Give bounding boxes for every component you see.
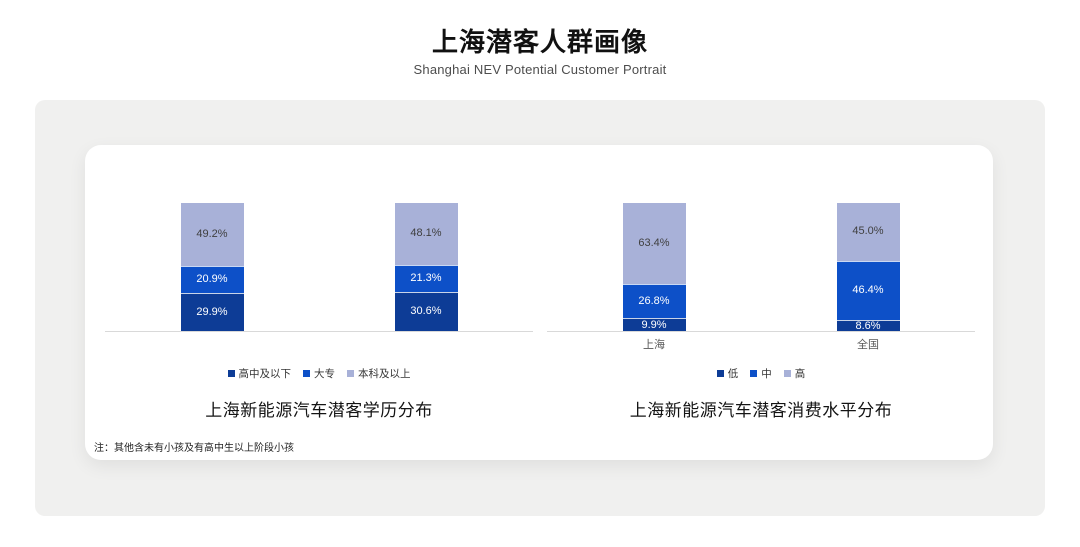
legend-item: 大专 (303, 366, 335, 381)
education-distribution-chart: 29.9% 20.9% 49.2% 30.6% 21.3% 48.1% 高中及以下 大专 本科及… (105, 203, 533, 460)
bar-value-label: 48.1% (410, 227, 442, 240)
axis-tick-label (181, 336, 244, 350)
legend-item: 中 (750, 366, 772, 381)
bar-segment: 26.8% (622, 284, 686, 319)
bar-value-label: 30.6% (410, 305, 442, 318)
bar-value-label: 49.2% (196, 228, 228, 240)
bar-segment: 49.2% (180, 203, 244, 266)
bar-segment: 9.9% (622, 318, 686, 331)
bar-segment: 48.1% (394, 203, 458, 265)
bar-value-label: 45.0% (852, 225, 884, 238)
bar-segment: 63.4% (622, 203, 686, 285)
legend-swatch (347, 369, 354, 377)
stacked-bar: 8.6% 46.4% 45.0% (836, 203, 900, 332)
charts-card: 29.9% 20.9% 49.2% 30.6% 21.3% 48.1% 高中及以下 大专 本科及… (85, 145, 993, 460)
consumption-level-chart: 9.9% 26.8% 63.4% 8.6% 46.4% 45.0% 上海 全国低 中 高上海新能源… (547, 203, 975, 460)
legend-label: 高 (794, 367, 806, 380)
bar-value-label: 21.3% (410, 272, 442, 285)
page-header: 上海潜客人群画像 Shanghai NEV Potential Customer… (0, 0, 1080, 77)
chart-title: 上海新能源汽车潜客消费水平分布 (629, 401, 893, 420)
legend: 低中高 (547, 366, 975, 381)
stacked-bar: 29.9% 20.9% 49.2% (180, 203, 244, 331)
legend-swatch (783, 369, 791, 377)
page-subtitle: Shanghai NEV Potential Customer Portrait (413, 61, 667, 77)
bar-value-label: 29.9% (196, 305, 228, 318)
legend-swatch (750, 369, 758, 377)
bar-segment: 21.3% (394, 264, 458, 292)
legend-item: 低 (716, 366, 739, 381)
chart-title: 上海新能源汽车潜客学历分布 (205, 401, 433, 420)
legend-item: 本科及以上 (347, 366, 411, 381)
stacked-bar: 30.6% 21.3% 48.1% (394, 203, 458, 331)
legend-label: 大专 (314, 367, 335, 380)
legend-label: 中 (761, 367, 772, 380)
axis-ticks (105, 336, 533, 350)
legend-item: 高中及以下 (227, 366, 292, 381)
legend-label: 本科及以上 (358, 367, 411, 380)
bar-segment: 46.4% (836, 260, 900, 320)
bar-segment: 29.9% (180, 292, 244, 331)
bar-value-label: 63.4% (638, 237, 670, 250)
footnote: 注：其他含未有小孩及有高中生以上阶段小孩 (94, 443, 294, 454)
axis-tick-label: 上海 (643, 339, 665, 351)
bar-value-label: 9.9% (641, 318, 667, 331)
legend-item: 高 (783, 366, 806, 381)
bar-segment: 45.0% (836, 203, 900, 261)
bar-value-label: 20.9% (196, 273, 228, 286)
axis-tick-label (395, 336, 458, 350)
legend-swatch (303, 369, 310, 377)
legend-swatch (716, 369, 724, 377)
content-panel: 29.9% 20.9% 49.2% 30.6% 21.3% 48.1% 高中及以下 大专 本科及… (35, 100, 1045, 516)
legend-swatch (227, 369, 235, 377)
bar-segment: 20.9% (180, 265, 244, 293)
bar-segment: 8.6% (836, 319, 900, 332)
axis-ticks: 上海 全国 (547, 336, 975, 351)
chart-plot-area: 29.9% 20.9% 49.2% 30.6% 21.3% 48.1% (105, 203, 533, 332)
stacked-bar: 9.9% 26.8% 63.4% (622, 203, 686, 331)
page-title: 上海潜客人群画像 (431, 27, 648, 57)
legend: 高中及以下 大专 本科及以上 (105, 366, 533, 381)
bar-value-label: 8.6% (855, 319, 881, 332)
bar-segment: 30.6% (394, 291, 458, 331)
bar-value-label: 26.8% (638, 295, 670, 308)
chart-plot-area: 9.9% 26.8% 63.4% 8.6% 46.4% 45.0% (547, 203, 975, 332)
axis-tick-label: 全国 (857, 339, 879, 351)
legend-label: 低 (727, 367, 739, 380)
bar-value-label: 46.4% (852, 284, 884, 297)
legend-label: 高中及以下 (238, 367, 292, 380)
